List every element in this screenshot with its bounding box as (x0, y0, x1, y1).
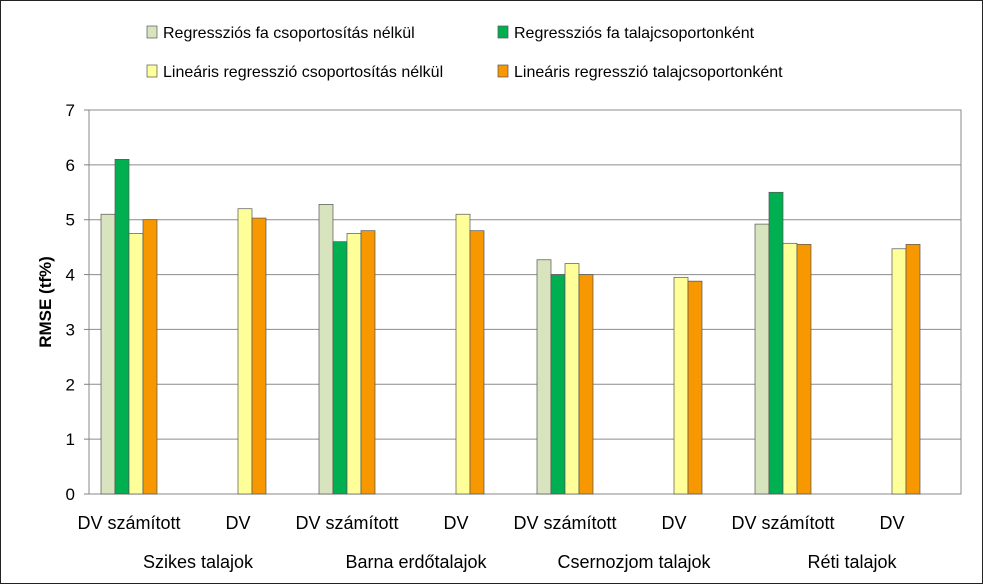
x-tick-label: DV számított (731, 513, 834, 533)
x-group-label: Szikes talajok (143, 552, 254, 572)
y-tick-label: 6 (66, 156, 75, 175)
y-tick-label: 5 (66, 211, 75, 230)
y-ticks: 0 1 2 3 4 5 6 7 (66, 101, 89, 504)
x-group-label: Csernozjom talajok (557, 552, 711, 572)
bar (687, 280, 703, 495)
bar (237, 208, 253, 495)
y-tick-label: 7 (66, 101, 75, 120)
x-tick-label: DV (443, 513, 468, 533)
legend-label: Lineáris regresszió csoportosítás nélkül (163, 64, 443, 81)
x-labels: DV számított DV Szikes talajok DV számított… (77, 513, 904, 572)
bars (100, 159, 921, 495)
legend-swatch (497, 25, 509, 39)
bar (128, 233, 144, 495)
y-tick-label: 4 (66, 266, 75, 285)
y-tick-label: 0 (66, 485, 75, 504)
legend-swatch (497, 64, 509, 78)
bar (251, 217, 267, 495)
bar (114, 159, 130, 495)
legend-label: Lineáris regresszió talajcsoportonként (514, 64, 783, 81)
legend-swatch (146, 25, 158, 39)
bar (346, 233, 362, 495)
y-tick-label: 3 (66, 320, 75, 339)
x-tick-label: DV (225, 513, 250, 533)
bar (905, 244, 921, 495)
x-tick-label: DV (879, 513, 904, 533)
bar (455, 213, 471, 495)
bar (360, 230, 376, 495)
grid-lines (89, 109, 961, 440)
legend-label: Regressziós fa talajcsoportonként (514, 25, 755, 42)
bar (768, 191, 784, 495)
bar (469, 230, 485, 495)
x-tick-label: DV számított (295, 513, 398, 533)
bar (782, 242, 798, 495)
legend: Regressziós fa csoportosítás nélkül Regre… (146, 25, 783, 81)
legend-swatch (146, 64, 158, 78)
legend-label: Regressziós fa csoportosítás nélkül (163, 25, 415, 42)
y-tick-label: 2 (66, 375, 75, 394)
y-tick-label: 1 (66, 430, 75, 449)
x-tick-label: DV számított (513, 513, 616, 533)
bar (673, 276, 689, 495)
bar (578, 274, 594, 495)
bar (332, 241, 348, 495)
bar (142, 219, 158, 495)
bar (891, 248, 907, 495)
x-group-label: Barna erdőtalajok (345, 552, 487, 572)
plot-area (88, 109, 962, 495)
bar (100, 213, 116, 495)
bar (318, 204, 334, 495)
x-group-label: Réti talajok (807, 552, 897, 572)
bar (564, 263, 580, 495)
y-axis-title: RMSE (tf%) (36, 256, 55, 348)
bar (754, 223, 770, 495)
bar (536, 259, 552, 495)
x-tick-label: DV számított (77, 513, 180, 533)
x-tick-label: DV (661, 513, 686, 533)
bar (550, 274, 566, 495)
bar (796, 244, 812, 495)
